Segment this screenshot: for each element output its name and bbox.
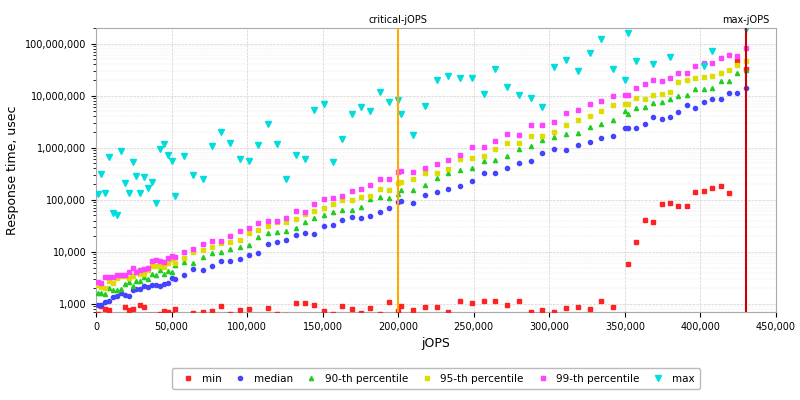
median xyxy=(479,170,489,175)
Line: 99-th percentile: 99-th percentile xyxy=(95,46,748,285)
95-th percentile xyxy=(479,154,489,158)
min xyxy=(733,59,742,64)
95-th percentile xyxy=(432,170,442,175)
max xyxy=(657,16,666,21)
min xyxy=(514,298,524,303)
99-th percentile xyxy=(741,45,750,50)
median xyxy=(741,86,750,91)
Line: median: median xyxy=(95,86,748,307)
90-th percentile xyxy=(319,212,329,217)
median xyxy=(319,224,329,228)
max xyxy=(112,213,122,218)
Line: 90-th percentile: 90-th percentile xyxy=(95,68,748,296)
median xyxy=(443,187,453,192)
min xyxy=(93,311,102,316)
max xyxy=(514,93,524,98)
min xyxy=(674,204,683,209)
median xyxy=(674,109,683,114)
Y-axis label: Response time, usec: Response time, usec xyxy=(6,105,19,235)
95-th percentile xyxy=(443,166,453,171)
max xyxy=(432,78,442,82)
Line: 95-th percentile: 95-th percentile xyxy=(95,59,748,290)
Text: critical-jOPS: critical-jOPS xyxy=(369,15,428,25)
max xyxy=(741,27,750,32)
99-th percentile xyxy=(97,280,106,285)
min xyxy=(443,309,453,314)
95-th percentile xyxy=(674,80,683,85)
max xyxy=(93,192,102,197)
99-th percentile xyxy=(479,145,489,150)
median xyxy=(97,303,106,308)
90-th percentile xyxy=(741,68,750,72)
99-th percentile xyxy=(93,279,102,284)
90-th percentile xyxy=(101,292,110,297)
max xyxy=(319,102,329,106)
median xyxy=(432,190,442,194)
X-axis label: jOPS: jOPS xyxy=(422,337,450,350)
min xyxy=(319,309,329,314)
max xyxy=(443,74,453,79)
90-th percentile xyxy=(674,94,683,99)
min xyxy=(479,298,489,303)
min xyxy=(132,316,142,320)
min xyxy=(432,304,442,309)
min xyxy=(741,66,750,71)
median xyxy=(514,160,524,165)
95-th percentile xyxy=(741,58,750,63)
max xyxy=(682,18,692,23)
median xyxy=(93,302,102,307)
99-th percentile xyxy=(432,162,442,166)
Text: max-jOPS: max-jOPS xyxy=(722,15,770,25)
95-th percentile xyxy=(101,286,110,291)
90-th percentile xyxy=(432,176,442,181)
90-th percentile xyxy=(479,159,489,164)
90-th percentile xyxy=(514,146,524,151)
95-th percentile xyxy=(93,282,102,287)
Line: min: min xyxy=(95,59,748,320)
99-th percentile xyxy=(443,158,453,163)
max xyxy=(479,91,489,96)
Legend: min, median, 90-th percentile, 95-th percentile, 99-th percentile, max: min, median, 90-th percentile, 95-th per… xyxy=(172,368,700,389)
99-th percentile xyxy=(674,70,683,75)
Line: max: max xyxy=(94,15,750,218)
90-th percentile xyxy=(93,291,102,296)
99-th percentile xyxy=(319,196,329,201)
90-th percentile xyxy=(443,171,453,176)
95-th percentile xyxy=(319,205,329,210)
99-th percentile xyxy=(514,132,524,137)
95-th percentile xyxy=(514,141,524,146)
